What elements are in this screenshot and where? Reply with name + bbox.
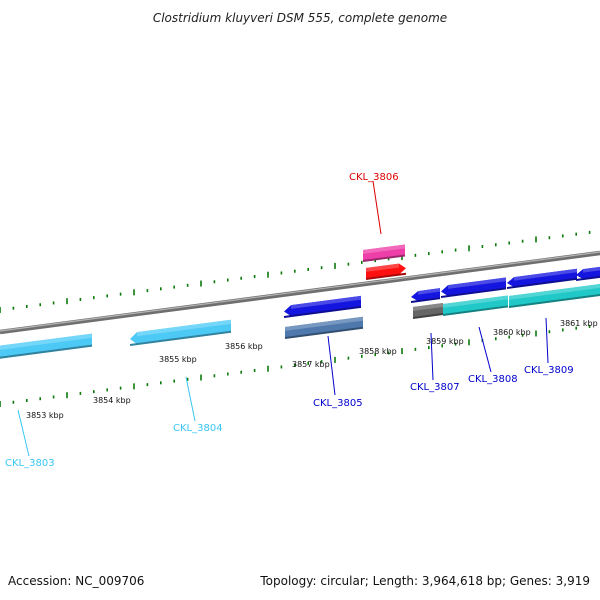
gene-ckl3806-feature[interactable] [365,263,407,280]
scale-labels: 3853 kbp 3854 kbp 3855 kbp 3856 kbp 3857… [26,319,598,420]
gene-label-ckl3808[interactable]: CKL_3808 [468,374,518,385]
leader-line-ckl3805 [327,335,336,396]
gene-ckl3809-feature[interactable] [506,268,578,289]
gene-labels: CKL_3803 CKL_3804 CKL_3805 CKL_3806 CKL_… [5,172,574,469]
leader-line-ckl3809 [545,317,549,364]
lower-tick-row [0,324,591,407]
upper-tick-row [0,230,591,313]
gene-ckl3805-feature[interactable] [283,295,362,318]
gene-label-ckl3809[interactable]: CKL_3809 [524,365,574,376]
gene-ckl3804-feature[interactable] [129,319,232,346]
tick-label-3861: 3861 kbp [560,319,598,328]
genome-backbone [0,250,600,335]
tick-label-3857: 3857 kbp [292,360,330,369]
tick-label-3859: 3859 kbp [426,337,464,346]
gene-label-ckl3806[interactable]: CKL_3806 [349,172,399,183]
gene-label-ckl3803[interactable]: CKL_3803 [5,458,55,469]
gene-next-feature[interactable] [575,266,600,281]
gene-label-ckl3805[interactable]: CKL_3805 [313,398,363,409]
tick-label-3860: 3860 kbp [493,328,531,337]
tick-label-3854: 3854 kbp [93,396,131,405]
gene-ckl3807b-feature[interactable] [412,303,444,319]
gene-ckl3809b-feature[interactable] [508,284,600,308]
gene-ckl3808-feature[interactable] [440,277,507,298]
gene-label-ckl3804[interactable]: CKL_3804 [173,423,223,434]
gene-ckl3806b-feature[interactable] [362,244,406,262]
leader-line-ckl3806 [372,180,382,235]
tick-label-3858: 3858 kbp [359,347,397,356]
gene-label-ckl3807[interactable]: CKL_3807 [410,382,460,393]
leader-line-ckl3807 [430,332,434,381]
genome-summary-text: Topology: circular; Length: 3,964,618 bp… [260,574,590,588]
gene-callout-lines [17,180,549,457]
gene-features [0,244,600,359]
tick-label-3856: 3856 kbp [225,342,263,351]
leader-line-ckl3804 [185,376,196,422]
gene-ckl3803-feature[interactable] [0,333,93,359]
gene-ckl3807-feature[interactable] [410,288,441,303]
gene-ckl3805b-feature[interactable] [284,316,364,339]
leader-line-ckl3808 [478,326,492,373]
gene-ckl3808b-feature[interactable] [442,295,509,316]
tick-label-3855: 3855 kbp [159,355,197,364]
leader-line-ckl3803 [17,409,30,457]
accession-text: Accession: NC_009706 [8,574,145,588]
map-title: Clostridium kluyveri DSM 555, complete g… [153,11,447,25]
tick-label-3853: 3853 kbp [26,411,64,420]
